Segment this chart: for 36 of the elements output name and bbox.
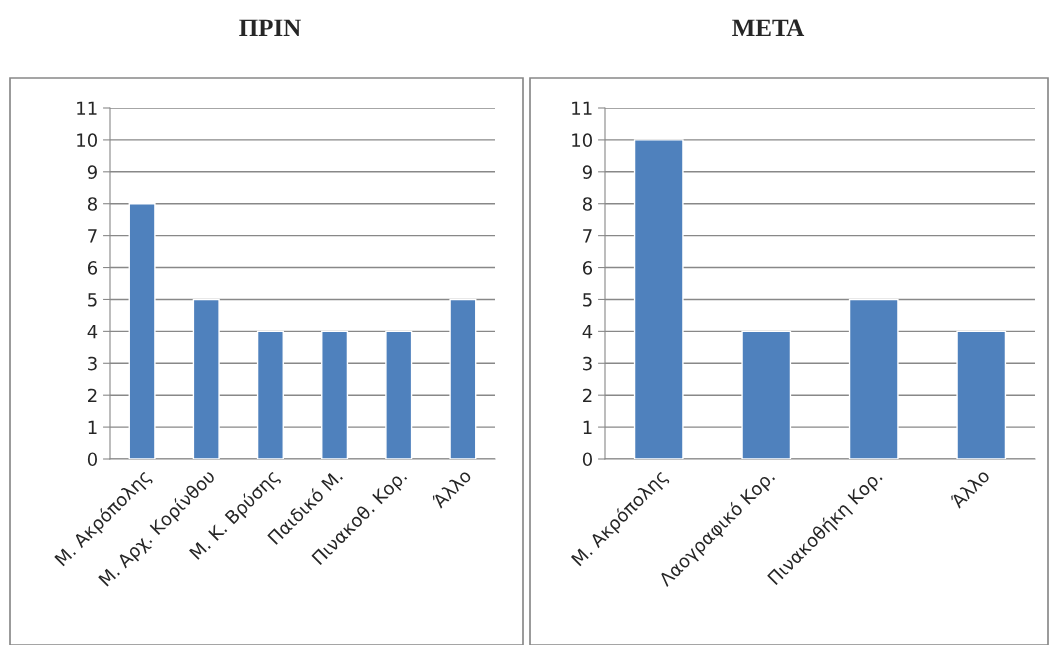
bar xyxy=(449,298,477,459)
y-tick-label: 10 xyxy=(572,133,592,148)
y-tick-label: 0 xyxy=(87,452,97,467)
y-tick-label: 4 xyxy=(582,325,593,339)
y-tick-label: 8 xyxy=(582,197,592,211)
y-tick-label: 5 xyxy=(583,293,592,307)
bar xyxy=(385,330,413,459)
chart-title: ΠΡΙΝ xyxy=(239,19,301,37)
y-tick-label: 1 xyxy=(88,420,97,434)
bar xyxy=(848,298,899,459)
bar xyxy=(128,203,156,459)
y-tick-label: 11 xyxy=(572,101,592,115)
y-tick-label: 8 xyxy=(87,197,97,211)
y-tick-label: 3 xyxy=(88,356,97,371)
y-tick-label: 9 xyxy=(87,165,97,179)
y-tick-label: 2 xyxy=(583,388,592,403)
y-tick-label: 4 xyxy=(87,325,98,339)
y-tick-label: 7 xyxy=(583,229,592,243)
y-tick-label: 10 xyxy=(77,133,97,148)
bar xyxy=(956,330,1007,459)
bar xyxy=(192,298,220,459)
bar xyxy=(321,330,349,459)
y-tick-label: 1 xyxy=(583,420,592,434)
y-tick-label: 9 xyxy=(582,165,592,179)
y-tick-label: 6 xyxy=(87,261,98,275)
chart-title: ΜΕΤΑ xyxy=(732,19,805,37)
y-tick-label: 11 xyxy=(77,101,97,115)
y-tick-label: 6 xyxy=(582,261,593,275)
y-tick-label: 0 xyxy=(582,452,592,467)
bar xyxy=(741,330,792,459)
bar xyxy=(256,330,284,459)
y-tick-label: 5 xyxy=(88,293,97,307)
y-tick-label: 7 xyxy=(88,229,97,243)
y-tick-label: 3 xyxy=(583,356,592,371)
bar xyxy=(633,139,684,459)
y-tick-label: 2 xyxy=(88,388,97,403)
